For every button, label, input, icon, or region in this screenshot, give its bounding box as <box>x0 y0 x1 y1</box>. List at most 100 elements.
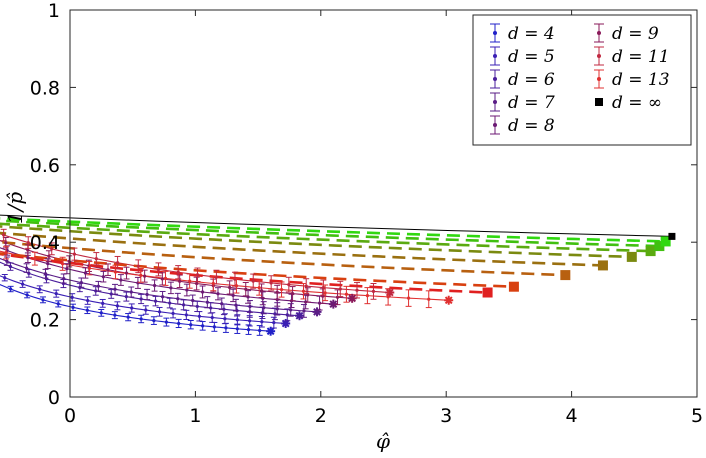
data-point <box>98 308 105 317</box>
data-marker <box>285 313 289 317</box>
legend-marker <box>493 54 497 58</box>
data-point <box>152 295 159 307</box>
data-marker <box>224 326 228 330</box>
y-axis-label: 1/p̂ <box>3 192 27 224</box>
data-point <box>194 267 201 282</box>
endpoint-square <box>626 251 637 262</box>
y-tick-label: 0 <box>48 387 60 409</box>
legend-entry: d = 9 <box>594 23 659 44</box>
data-marker <box>269 281 273 285</box>
data-point <box>180 299 187 311</box>
data-marker <box>304 284 308 288</box>
data-point <box>176 274 183 289</box>
series-curve <box>0 240 566 277</box>
legend-label: d = 11 <box>612 47 670 67</box>
data-point <box>114 255 121 270</box>
y-tick-label: 0.6 <box>30 155 60 177</box>
data-marker <box>139 297 143 301</box>
endpoint-marker <box>266 326 276 336</box>
endpoint-square <box>660 236 671 247</box>
data-point <box>84 296 91 305</box>
data-marker <box>94 257 98 261</box>
data-marker <box>126 315 130 319</box>
x-tick-label: 1 <box>189 405 201 427</box>
data-point <box>142 305 149 315</box>
series-curve <box>0 231 603 267</box>
data-marker <box>41 298 45 302</box>
data-point <box>370 283 377 300</box>
data-point <box>25 236 32 249</box>
data-point <box>100 270 107 283</box>
data-point <box>123 266 130 280</box>
data-point <box>175 265 182 280</box>
data-marker <box>212 325 216 329</box>
data-marker <box>427 297 431 301</box>
data-point <box>170 308 177 319</box>
data-marker <box>185 288 189 292</box>
legend-box <box>472 14 692 146</box>
markers-layer <box>0 228 676 336</box>
series-curve <box>0 219 660 248</box>
legend-entry: d = ∞ <box>595 93 662 113</box>
data-marker <box>106 268 110 272</box>
endpoint-marker <box>385 288 395 298</box>
data-marker <box>160 277 164 281</box>
legend-entry: d = 7 <box>490 92 555 113</box>
data-point <box>70 303 77 311</box>
data-marker <box>178 279 182 283</box>
data-marker <box>72 252 77 256</box>
data-marker <box>43 272 48 276</box>
data-point <box>300 283 307 300</box>
data-marker <box>290 292 295 296</box>
data-point <box>137 268 144 283</box>
plot-frame <box>69 9 698 398</box>
data-marker <box>386 295 390 299</box>
endpoint-square <box>597 260 608 271</box>
data-point <box>134 276 141 289</box>
data-marker <box>220 302 224 306</box>
data-marker <box>251 279 255 283</box>
data-marker <box>195 273 200 277</box>
data-marker <box>54 292 58 296</box>
data-marker <box>355 288 359 292</box>
endpoint-core <box>296 313 303 319</box>
data-marker <box>50 247 54 251</box>
legend-marker <box>597 31 601 35</box>
data-point <box>256 279 263 296</box>
data-marker <box>38 287 42 291</box>
data-point <box>151 279 158 292</box>
x-tick-label: 2 <box>315 405 327 427</box>
legend-label: d = 7 <box>508 93 555 113</box>
data-point <box>287 303 294 317</box>
data-point <box>82 267 89 279</box>
data-marker <box>338 287 342 291</box>
legend-marker <box>493 123 497 127</box>
data-marker <box>33 257 37 261</box>
data-marker <box>8 287 13 291</box>
endpoint-core <box>446 297 452 303</box>
data-point <box>260 301 267 315</box>
data-marker <box>145 292 149 297</box>
data-point <box>84 306 91 315</box>
data-marker <box>205 300 209 304</box>
data-marker <box>184 313 188 317</box>
data-point <box>186 273 193 289</box>
data-marker <box>101 301 105 305</box>
data-point <box>222 322 229 333</box>
data-point <box>53 289 60 298</box>
data-marker <box>176 297 180 301</box>
data-marker <box>124 295 128 299</box>
endpoint-core <box>314 309 320 315</box>
data-point <box>108 289 115 299</box>
legend-marker <box>493 100 497 104</box>
legend-marker <box>493 77 497 81</box>
data-point <box>274 284 281 300</box>
data-marker <box>287 283 291 287</box>
legend-entry: d = 13 <box>594 69 670 90</box>
data-marker <box>209 306 213 310</box>
data-point <box>159 290 166 303</box>
data-marker <box>195 281 199 286</box>
data-marker <box>248 319 252 323</box>
data-marker <box>246 328 251 332</box>
